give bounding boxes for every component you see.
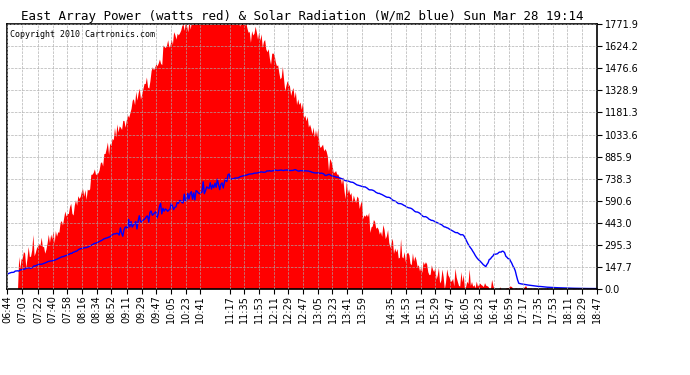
Text: Copyright 2010 Cartronics.com: Copyright 2010 Cartronics.com	[10, 30, 155, 39]
Title: East Array Power (watts red) & Solar Radiation (W/m2 blue) Sun Mar 28 19:14: East Array Power (watts red) & Solar Rad…	[21, 10, 583, 23]
